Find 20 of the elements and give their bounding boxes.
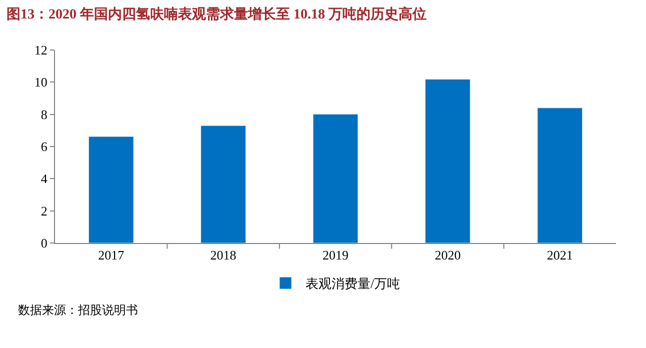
bar	[312, 114, 358, 243]
x-tick-label: 2020	[434, 248, 461, 263]
y-tick-label: 6	[40, 139, 48, 154]
x-tick-label: 2021	[546, 248, 573, 263]
y-tick-label: 10	[34, 74, 48, 90]
bar	[200, 125, 246, 243]
x-tick-label: 2017	[98, 248, 125, 263]
x-tick-label: 2018	[210, 248, 236, 263]
bar	[537, 108, 583, 243]
chart-title: 图13：2020 年国内四氢呋喃表观需求量增长至 10.18 万吨的历史高位	[6, 6, 426, 22]
y-tick-label: 8	[40, 106, 48, 122]
y-tick-label: 2	[40, 203, 48, 218]
x-tick-label: 2019	[322, 248, 348, 263]
bar	[425, 79, 470, 243]
y-tick-label: 4	[40, 171, 48, 186]
y-tick-label: 0	[40, 236, 48, 251]
source-note: 数据来源：招股说明书	[18, 303, 138, 317]
legend-label: 表观消费量/万吨	[306, 276, 400, 292]
bar	[88, 136, 134, 243]
y-tick-label: 12	[34, 42, 48, 58]
